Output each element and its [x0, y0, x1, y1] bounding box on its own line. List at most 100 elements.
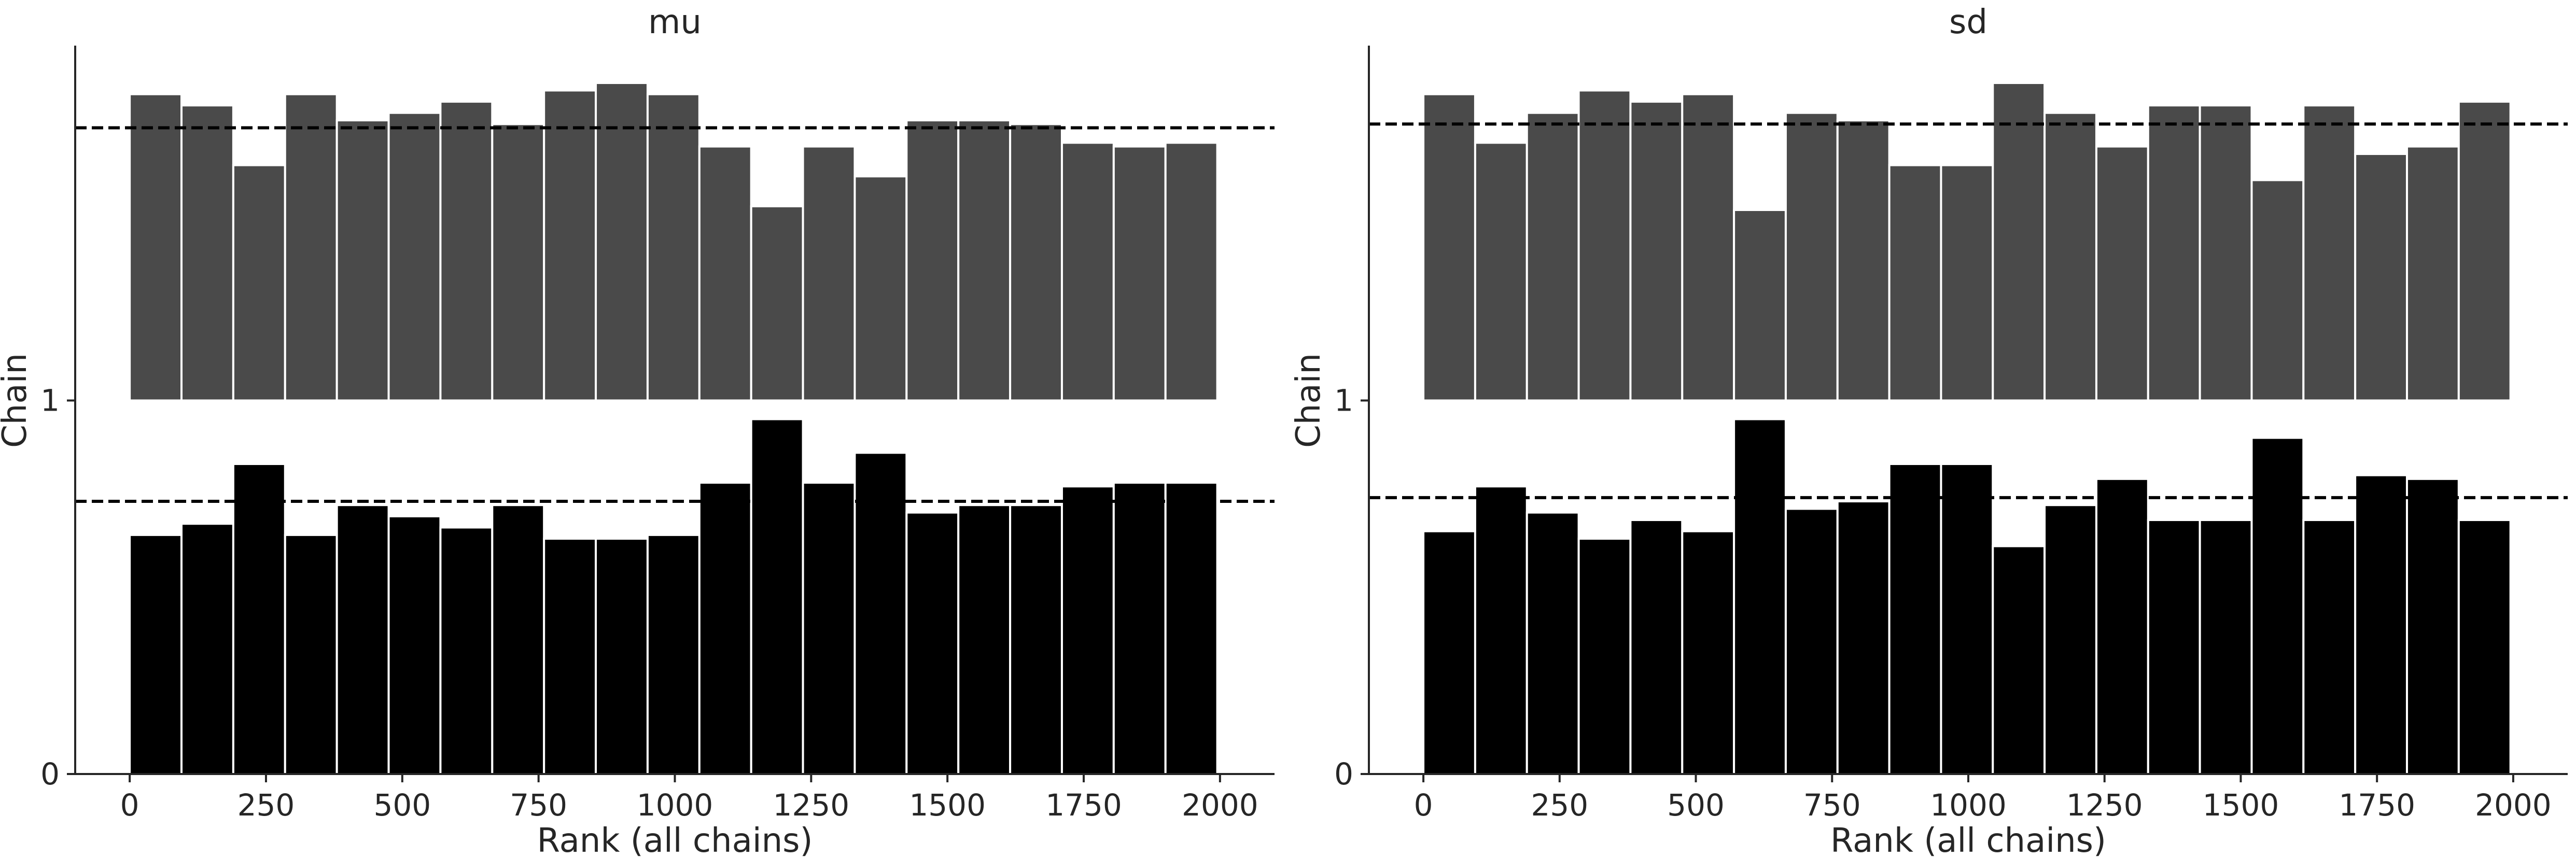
x-tick-label-1750: 1750 — [1045, 787, 1122, 823]
chain-1-bar-2 — [1525, 111, 1580, 402]
chain-0-bar-18 — [1060, 485, 1115, 775]
chain-0-bar-9 — [1888, 462, 1942, 775]
chain-0-bar-16 — [2250, 437, 2305, 775]
chain-0-bar-0 — [129, 533, 183, 776]
chain-0-bar-2 — [232, 462, 286, 775]
x-axis-label: Rank (all chains) — [537, 822, 813, 858]
chain-0-bar-18 — [2354, 474, 2408, 775]
chain-1-bar-4 — [335, 119, 390, 402]
chain-0-bars — [129, 418, 1219, 776]
chain-1-bar-8 — [1836, 119, 1891, 402]
chain-0-bar-9 — [595, 538, 649, 775]
y-tick-label-1: 1 — [1334, 383, 1353, 418]
chain-1-bar-15 — [905, 119, 960, 402]
chain-1-bar-3 — [284, 93, 338, 402]
chain-0-bar-10 — [646, 533, 701, 776]
chain-0-bar-5 — [387, 515, 442, 775]
chain-0-bar-2 — [1525, 511, 1580, 776]
chain-0-bar-6 — [439, 526, 494, 775]
chain-0-bar-15 — [905, 511, 960, 776]
chain-0-bar-11 — [698, 482, 752, 775]
chain-0-bar-1 — [180, 523, 234, 775]
axes-mu: 0 250 500 750 1000 1250 1500 1750 2000 0 1 mu Rank (… — [0, 3, 1275, 858]
x-tick-label-1000: 1000 — [1930, 787, 2007, 823]
chain-1-bar-13 — [802, 145, 856, 402]
panel-title-sd: sd — [1949, 3, 1987, 41]
chain-1-bar-11 — [1992, 82, 2046, 402]
chain-1-bar-14 — [2147, 104, 2201, 402]
chain-1-bar-6 — [439, 101, 494, 402]
axes-sd: 0 250 500 750 1000 1250 1500 1750 2000 0 1 sd Rank (… — [1290, 3, 2568, 858]
x-tick-label-1250: 1250 — [2066, 787, 2143, 823]
chain-1-bar-16 — [957, 119, 1012, 402]
chain-1-bar-10 — [646, 93, 701, 402]
chain-1-bar-20 — [2457, 101, 2512, 402]
x-tick-label-500: 500 — [373, 787, 431, 823]
chain-1-bar-15 — [2199, 104, 2253, 402]
chain-1-bar-18 — [1060, 142, 1115, 402]
chain-0-bar-11 — [1992, 545, 2046, 775]
chain-0-bar-17 — [1009, 504, 1063, 775]
chain-1-bars — [129, 82, 1219, 402]
x-tick-label-250: 250 — [1531, 787, 1588, 823]
x-tick-label-2000: 2000 — [1182, 787, 1258, 823]
chain-1-bar-1 — [180, 104, 234, 402]
chain-0-bar-8 — [1836, 500, 1891, 775]
chain-1-bar-5 — [387, 111, 442, 402]
x-tick-label-1500: 1500 — [2203, 787, 2279, 823]
chain-0-bar-6 — [1733, 418, 1787, 775]
x-tick-label-1500: 1500 — [909, 787, 986, 823]
x-tick-label-1000: 1000 — [637, 787, 713, 823]
x-tick-label-1750: 1750 — [2339, 787, 2415, 823]
chain-1-bar-9 — [1888, 164, 1942, 402]
chain-1-bars — [1422, 82, 2512, 402]
chain-0-bar-20 — [1164, 482, 1219, 775]
x-tick-label-750: 750 — [510, 787, 567, 823]
chain-0-bar-19 — [1112, 482, 1167, 775]
chain-1-bar-17 — [1009, 123, 1063, 402]
chain-0-bar-13 — [802, 482, 856, 775]
chain-1-bar-12 — [2043, 111, 2097, 402]
chain-1-bar-4 — [1629, 101, 1684, 402]
chain-1-bar-6 — [1733, 209, 1787, 402]
chain-0-bar-1 — [1474, 485, 1528, 775]
chain-0-bar-14 — [853, 452, 908, 775]
x-tick-label-1250: 1250 — [773, 787, 850, 823]
y-axis-label: Chain — [0, 353, 34, 448]
chain-1-bar-7 — [1784, 111, 1839, 402]
chain-1-bar-9 — [595, 82, 649, 402]
chain-0-bar-10 — [1940, 462, 1994, 775]
chain-0-bar-0 — [1422, 530, 1476, 775]
chain-1-bar-14 — [853, 175, 908, 402]
chain-0-bar-20 — [2457, 519, 2512, 775]
chain-1-bar-0 — [129, 93, 183, 402]
chain-0-bar-3 — [1577, 538, 1632, 775]
panel-title-mu: mu — [648, 3, 702, 41]
y-axis-label: Chain — [1290, 353, 1328, 448]
chain-1-bar-19 — [2405, 145, 2460, 402]
chain-0-bar-13 — [2095, 477, 2149, 775]
chain-0-bar-4 — [1629, 519, 1684, 775]
chain-1-bar-11 — [698, 145, 752, 402]
chain-0-bar-14 — [2147, 519, 2201, 775]
chain-0-bar-12 — [750, 418, 804, 775]
chain-0-bar-12 — [2043, 504, 2097, 775]
x-tick-label-250: 250 — [237, 787, 295, 823]
chain-0-bar-15 — [2199, 519, 2253, 775]
chain-0-bar-5 — [1681, 530, 1735, 775]
chain-1-bar-8 — [543, 89, 597, 402]
chain-1-bar-10 — [1940, 164, 1994, 402]
chain-0-bar-4 — [335, 504, 390, 775]
chain-1-bar-19 — [1112, 145, 1167, 402]
x-tick-label-0: 0 — [1414, 787, 1433, 823]
chain-1-bar-1 — [1474, 142, 1528, 402]
chain-1-bar-17 — [2302, 104, 2357, 402]
chain-1-bar-7 — [491, 123, 545, 402]
x-tick-label-500: 500 — [1667, 787, 1725, 823]
x-tick-label-750: 750 — [1803, 787, 1861, 823]
chain-0-bar-17 — [2302, 519, 2357, 775]
x-axis-label: Rank (all chains) — [1830, 822, 2106, 858]
y-tick-label-0: 0 — [1334, 756, 1353, 792]
chain-0-bar-3 — [284, 533, 338, 776]
